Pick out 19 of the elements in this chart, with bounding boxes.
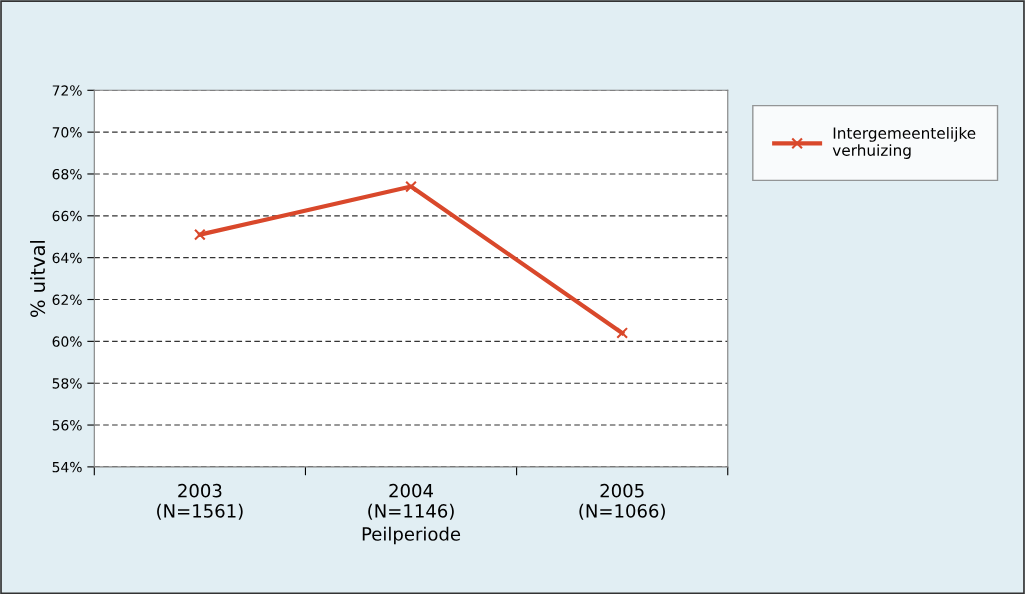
x-tick-label: 2003 (N=1561) <box>157 483 243 520</box>
y-tick-label: 72% <box>52 85 82 96</box>
point <box>405 180 417 193</box>
y-tick-label: 70% <box>52 127 82 138</box>
x-axis-title: Peilperiode <box>362 526 461 545</box>
y-tick-label: 54% <box>52 461 82 473</box>
y-tick-label: 58% <box>52 378 82 389</box>
point <box>193 228 206 241</box>
y-tick-label: 60% <box>52 336 82 347</box>
x-tick-label: 2005 (N=1066) <box>579 483 665 520</box>
y-tick-label: 62% <box>52 294 82 305</box>
y-tick-label: 66% <box>52 210 82 222</box>
x-tick-label: 2004 (N=1146) <box>368 483 454 520</box>
y-tick-label: 64% <box>52 252 82 264</box>
y-tick-label: 68% <box>52 168 82 180</box>
point <box>616 327 629 339</box>
y-axis-title: % uitval <box>30 240 46 317</box>
legend-label: Intergemeentelijke verhuizing <box>832 127 976 159</box>
y-tick-label: 56% <box>52 420 82 431</box>
